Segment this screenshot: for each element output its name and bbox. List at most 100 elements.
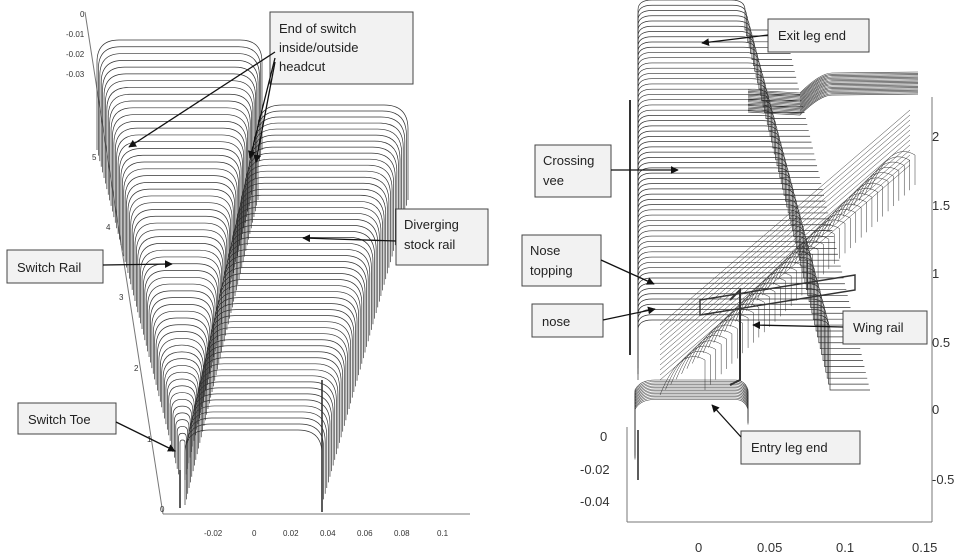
switch-rail-profile: [98, 46, 262, 156]
exit-leg-profile: [747, 92, 919, 115]
switch-rail-profile: [164, 365, 200, 419]
crossing-profile: [637, 46, 798, 84]
annotation-nose-topping: Nose topping: [521, 234, 655, 287]
label-box: [269, 11, 414, 85]
switch-rail-profile: [107, 93, 252, 195]
label-text: headcut: [279, 59, 326, 74]
crossing-profile: [637, 125, 819, 172]
crossing-profile: [637, 167, 830, 220]
label-text: Exit leg end: [778, 28, 846, 43]
arrow: [602, 306, 656, 321]
annotation-nose: nose: [531, 303, 656, 338]
right-x-tick: 0.15: [912, 540, 937, 555]
left-y-tick: 2: [134, 364, 139, 373]
switch-rail-profile: [114, 127, 246, 223]
label-text: stock rail: [404, 237, 455, 252]
right-y-tick-labels: 2 1.5 1 0.5 0 -0.5: [932, 129, 954, 487]
switch-rail-profile: [172, 405, 192, 453]
stock-rail-profile: [188, 411, 328, 489]
crossing-profile: [637, 10, 788, 43]
left-y-tick: 3: [119, 293, 124, 302]
exit-leg-profile: [747, 74, 919, 96]
entry-leg-profile: [634, 397, 749, 458]
exit-leg-profile: [747, 82, 919, 104]
left-y-tick-labels: 0 1 2 3 4 5: [92, 153, 165, 514]
switch-rail-profile: [155, 324, 208, 385]
switch-rail-profile: [131, 209, 230, 290]
right-y-tick: -0.5: [932, 472, 954, 487]
switch-rail-profile: [166, 378, 198, 430]
switch-rail-profile: [159, 344, 204, 402]
left-panel: -0.02 0 0.02 0.04 0.06 0.08 0.1 0 1 2 3 …: [6, 10, 489, 538]
switch-rail-profile: [96, 39, 263, 150]
switch-rail-profile: [103, 73, 256, 178]
switch-rail-profile: [157, 331, 207, 391]
stock-rail-profile: [252, 128, 402, 223]
right-axes: [626, 97, 933, 523]
stock-rail-profile: [256, 110, 407, 206]
entry-leg-profile: [634, 385, 749, 446]
crossing-profile: [637, 183, 834, 237]
left-x-tick: 0: [252, 529, 257, 538]
stock-rail-profile: [242, 170, 391, 263]
left-z-tick-labels: 0 -0.01 -0.02 -0.03: [66, 10, 85, 79]
left-x-tick: 0.04: [320, 529, 336, 538]
switch-rail-profile: [136, 229, 226, 307]
wing-rail-mesh: [659, 154, 911, 371]
entry-leg-profile: [634, 390, 749, 451]
crossing-profile: [637, 52, 799, 90]
switch-rail-profile: [176, 426, 188, 469]
entry-leg-profile: [634, 384, 749, 445]
left-y-tick: 0: [160, 505, 165, 514]
crossing-profile: [637, 83, 808, 125]
switch-rail-profile: [141, 256, 221, 329]
arrow: [128, 51, 276, 148]
exit-leg-profile: [747, 84, 919, 107]
switch-rail-profile: [119, 148, 242, 240]
crossing-profile: [637, 36, 795, 72]
crossing-profile: [637, 88, 809, 131]
label-text: Diverging: [404, 217, 459, 232]
stock-rail-profile: [254, 116, 406, 212]
label-text: Wing rail: [853, 320, 904, 335]
left-x-tick-labels: -0.02 0 0.02 0.04 0.06 0.08 0.1: [204, 529, 449, 538]
crossing-profile: [637, 225, 845, 285]
crossing-profile: [637, 157, 827, 208]
stock-rail-profile: [249, 140, 399, 234]
wing-rail-mesh: [659, 114, 911, 331]
exit-leg-profile: [747, 71, 919, 94]
right-x-tick: 0.1: [836, 540, 854, 555]
crossing-profile: [637, 115, 816, 161]
stock-rail-profile: [184, 429, 323, 505]
switch-rail-profile: [127, 188, 234, 274]
switch-rail-profile: [171, 398, 194, 447]
switch-rail-profile: [152, 310, 211, 374]
stock-rail-profile: [233, 212, 380, 302]
label-text: Switch Rail: [17, 260, 81, 275]
right-panel: 0 0.05 0.1 0.15 2 1.5 1 0.5 0 -0.5 0 -0.…: [521, 0, 954, 555]
switch-rail-profile: [130, 202, 232, 285]
crossing-profile: [637, 204, 840, 261]
crossing-profile: [637, 214, 843, 273]
wing-rail-mesh: [665, 351, 711, 390]
crossing-profile: [637, 73, 805, 113]
label-text: nose: [542, 314, 570, 329]
right-z-tick: -0.02: [580, 462, 610, 477]
switch-rail-profile: [137, 236, 225, 313]
switch-rail-profile: [138, 243, 224, 318]
switch-rail-profile: [162, 358, 202, 413]
stock-rail-profile: [186, 423, 324, 500]
left-profile-stack: [96, 39, 409, 512]
switch-rail-profile: [99, 53, 260, 162]
wing-rail-mesh: [659, 159, 911, 376]
stock-rail-profile: [253, 122, 404, 217]
left-y-axis-line: [84, 11, 164, 515]
switch-rail-profile: [174, 412, 191, 458]
switch-rail-profile: [144, 270, 218, 341]
label-box: [6, 249, 104, 284]
switch-rail-profile: [178, 432, 187, 475]
stock-rail-profile: [234, 206, 382, 297]
crossing-profile: [637, 298, 865, 367]
wing-rail-mesh: [869, 151, 916, 191]
